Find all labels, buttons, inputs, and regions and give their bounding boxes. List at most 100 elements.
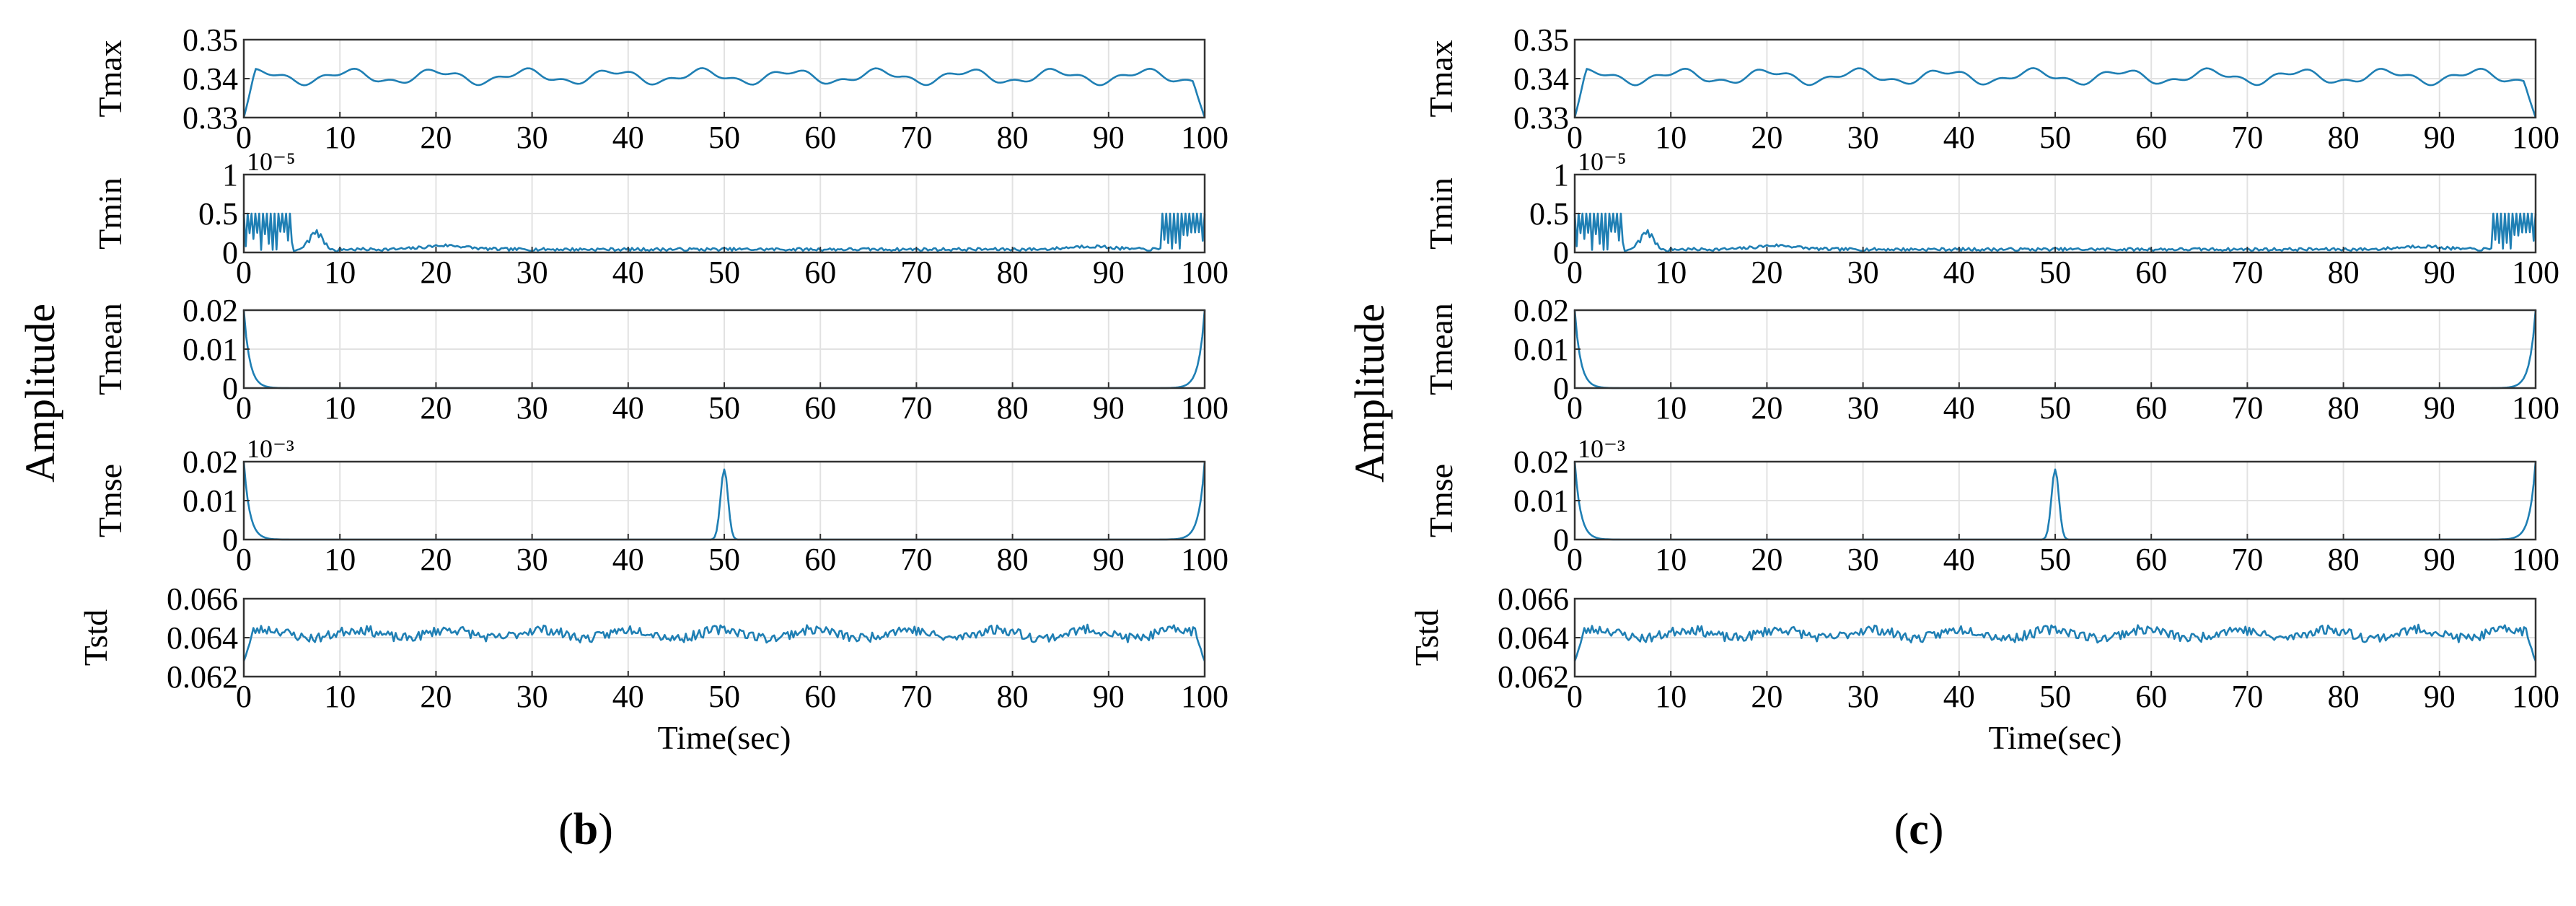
x-tick-label: 30 <box>1847 390 1879 426</box>
x-tick-label: 10 <box>1655 542 1687 577</box>
y-tick-label: 0.5 <box>1529 196 1569 232</box>
y-tick-label: 0.34 <box>1513 61 1569 97</box>
x-tick-label: 20 <box>420 390 452 426</box>
x-tick-label: 100 <box>2512 390 2559 426</box>
x-tick-label: 60 <box>804 120 836 155</box>
y-tick-label: 0.02 <box>1513 293 1569 328</box>
x-tick-label: 30 <box>516 542 548 577</box>
x-tick-label: 50 <box>708 542 740 577</box>
subplot-y-label: Tmin <box>92 177 128 250</box>
panel-label-letter: c <box>1909 805 1929 854</box>
x-tick-label: 30 <box>1847 542 1879 577</box>
subplot-y-label: Tmean <box>1423 303 1459 395</box>
x-tick-label: 10 <box>1655 255 1687 290</box>
series-line-tstd <box>1573 623 2537 661</box>
x-tick-label: 0 <box>1567 390 1583 426</box>
x-tick-label: 50 <box>708 120 740 155</box>
series-line-tmax <box>242 67 1206 118</box>
subplot-tmax: 0 10 20 30 40 50 60 70 80 90 100 0.330.340.35 Tmax <box>1423 22 2559 155</box>
x-tick-label: 0 <box>236 390 252 426</box>
x-tick-label: 10 <box>324 679 356 714</box>
x-tick-label: 60 <box>2135 255 2167 290</box>
x-tick-label: 20 <box>420 255 452 290</box>
subplot-y-label: Tstd <box>1408 610 1445 667</box>
y-tick-label: 1 <box>222 157 238 193</box>
axis-exponent: 10⁻⁵ <box>247 147 296 176</box>
subplot-y-label: Tmse <box>1423 464 1459 537</box>
x-tick-label: 40 <box>612 390 644 426</box>
subplot-y-label: Tmax <box>1423 40 1459 117</box>
x-tick-label: 0 <box>1567 542 1583 577</box>
x-tick-label: 10 <box>324 120 356 155</box>
x-tick-label: 20 <box>1751 390 1782 426</box>
x-tick-label: 0 <box>236 255 252 290</box>
y-tick-label: 1 <box>1553 157 1569 193</box>
x-tick-label: 90 <box>1093 542 1125 577</box>
x-tick-label: 50 <box>2039 390 2071 426</box>
x-tick-label: 70 <box>900 542 932 577</box>
x-tick-label: 100 <box>2512 542 2559 577</box>
x-tick-label: 70 <box>900 390 932 426</box>
x-tick-label: 90 <box>1093 120 1125 155</box>
y-tick-label: 0.5 <box>198 196 238 232</box>
x-tick-label: 40 <box>1943 679 1975 714</box>
x-tick-label: 60 <box>2135 390 2167 426</box>
y-tick-label: 0.066 <box>1498 581 1569 617</box>
x-tick-label: 100 <box>2512 255 2559 290</box>
x-tick-label: 40 <box>612 679 644 714</box>
x-tick-label: 80 <box>2328 120 2360 155</box>
subplot-tmean: 0 10 20 30 40 50 60 70 80 90 100 0 0.01 0.02 Tmean <box>1423 293 2559 426</box>
x-tick-label: 100 <box>1181 255 1228 290</box>
x-tick-label: 50 <box>708 390 740 426</box>
y-tick-label: 0.064 <box>167 620 238 656</box>
x-tick-label: 0 <box>236 120 252 155</box>
x-tick-label: 20 <box>420 120 452 155</box>
y-tick-label: 0.01 <box>1513 332 1569 367</box>
x-tick-label: 80 <box>2328 255 2360 290</box>
subplot-y-label: Tmin <box>1423 177 1459 250</box>
x-tick-label: 80 <box>997 390 1029 426</box>
x-tick-label: 60 <box>804 390 836 426</box>
x-tick-label: 50 <box>708 255 740 290</box>
x-tick-label: 30 <box>1847 255 1879 290</box>
y-tick-label: 0 <box>222 522 238 558</box>
x-tick-label: 30 <box>516 120 548 155</box>
x-tick-label: 0 <box>1567 679 1583 714</box>
x-tick-label: 10 <box>324 390 356 426</box>
x-tick-label: 20 <box>420 679 452 714</box>
panel-label-open: ( <box>1894 805 1909 854</box>
x-tick-label: 0 <box>1567 255 1583 290</box>
x-tick-label: 90 <box>2424 390 2456 426</box>
x-tick-label: 70 <box>2231 120 2263 155</box>
x-tick-label: 10 <box>1655 390 1687 426</box>
y-tick-label: 0.33 <box>1513 100 1569 136</box>
y-tick-label: 0.064 <box>1498 620 1569 656</box>
panel-label-close: ) <box>1929 805 1944 854</box>
y-tick-label: 0.34 <box>183 61 238 97</box>
x-tick-label: 70 <box>2231 255 2263 290</box>
x-tick-label: 100 <box>2512 120 2559 155</box>
x-tick-label: 90 <box>1093 390 1125 426</box>
x-tick-label: 10 <box>324 255 356 290</box>
y-tick-label: 0.066 <box>167 581 238 617</box>
x-tick-label: 10 <box>324 542 356 577</box>
subplot-y-label: Tmax <box>92 40 128 117</box>
x-tick-label: 90 <box>2424 679 2456 714</box>
x-tick-label: 0 <box>236 542 252 577</box>
subplot-y-label: Tmean <box>92 303 128 395</box>
x-tick-label: 50 <box>2039 679 2071 714</box>
y-tick-label: 0.062 <box>1498 659 1569 695</box>
subplot-y-label: Tmse <box>92 464 128 537</box>
x-tick-label: 70 <box>2231 679 2263 714</box>
panel-label: (b) <box>558 805 613 854</box>
x-tick-label: 60 <box>804 542 836 577</box>
x-tick-label: 100 <box>1181 390 1228 426</box>
y-axis-label: Amplitude <box>17 304 63 483</box>
x-tick-label: 100 <box>1181 679 1228 714</box>
